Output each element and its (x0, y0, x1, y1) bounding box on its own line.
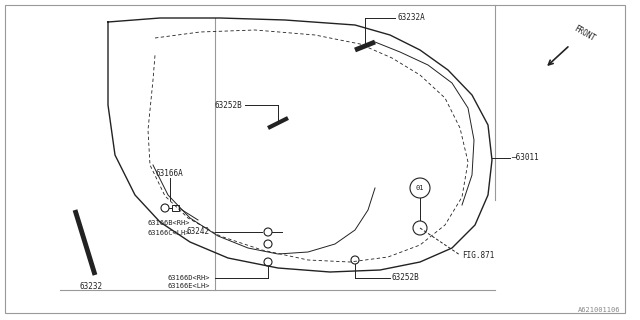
Text: 63166C<LH>: 63166C<LH> (148, 230, 191, 236)
Text: 63232: 63232 (80, 282, 103, 291)
Bar (172, 205, 179, 211)
Text: 63166B<RH>: 63166B<RH> (148, 220, 191, 226)
Text: 63252B: 63252B (392, 274, 420, 283)
Text: 63232A: 63232A (397, 13, 425, 22)
Text: 63252B: 63252B (214, 100, 242, 109)
Text: FRONT: FRONT (572, 24, 596, 43)
Text: 63166D<RH>: 63166D<RH> (168, 275, 210, 281)
Text: FIG.871: FIG.871 (462, 251, 494, 260)
Text: 63166A: 63166A (155, 169, 183, 178)
Text: A621001106: A621001106 (577, 307, 620, 313)
Text: 63166E<LH>: 63166E<LH> (168, 283, 210, 289)
Text: 01: 01 (416, 185, 424, 191)
Text: 63242: 63242 (187, 228, 210, 236)
Text: ─63011: ─63011 (511, 154, 539, 163)
